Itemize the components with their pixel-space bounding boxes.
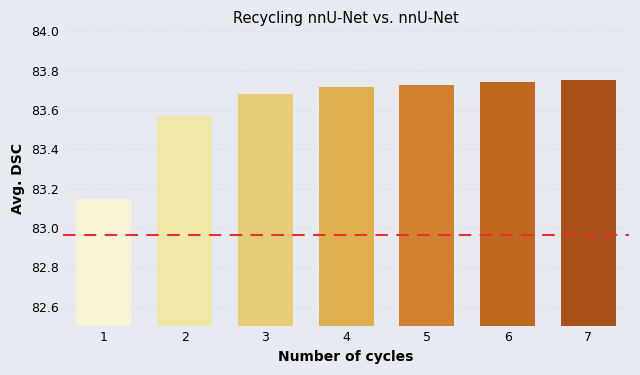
Bar	[561, 80, 616, 327]
Bar	[480, 82, 535, 327]
Bar	[76, 199, 131, 327]
X-axis label: Number of cycles: Number of cycles	[278, 350, 414, 364]
Y-axis label: Avg. DSC: Avg. DSC	[11, 144, 25, 214]
Bar	[157, 116, 212, 327]
Title: Recycling nnU-Net vs. nnU-Net: Recycling nnU-Net vs. nnU-Net	[233, 11, 459, 26]
Bar	[399, 84, 454, 327]
Bar	[319, 87, 374, 327]
Bar	[238, 94, 293, 327]
